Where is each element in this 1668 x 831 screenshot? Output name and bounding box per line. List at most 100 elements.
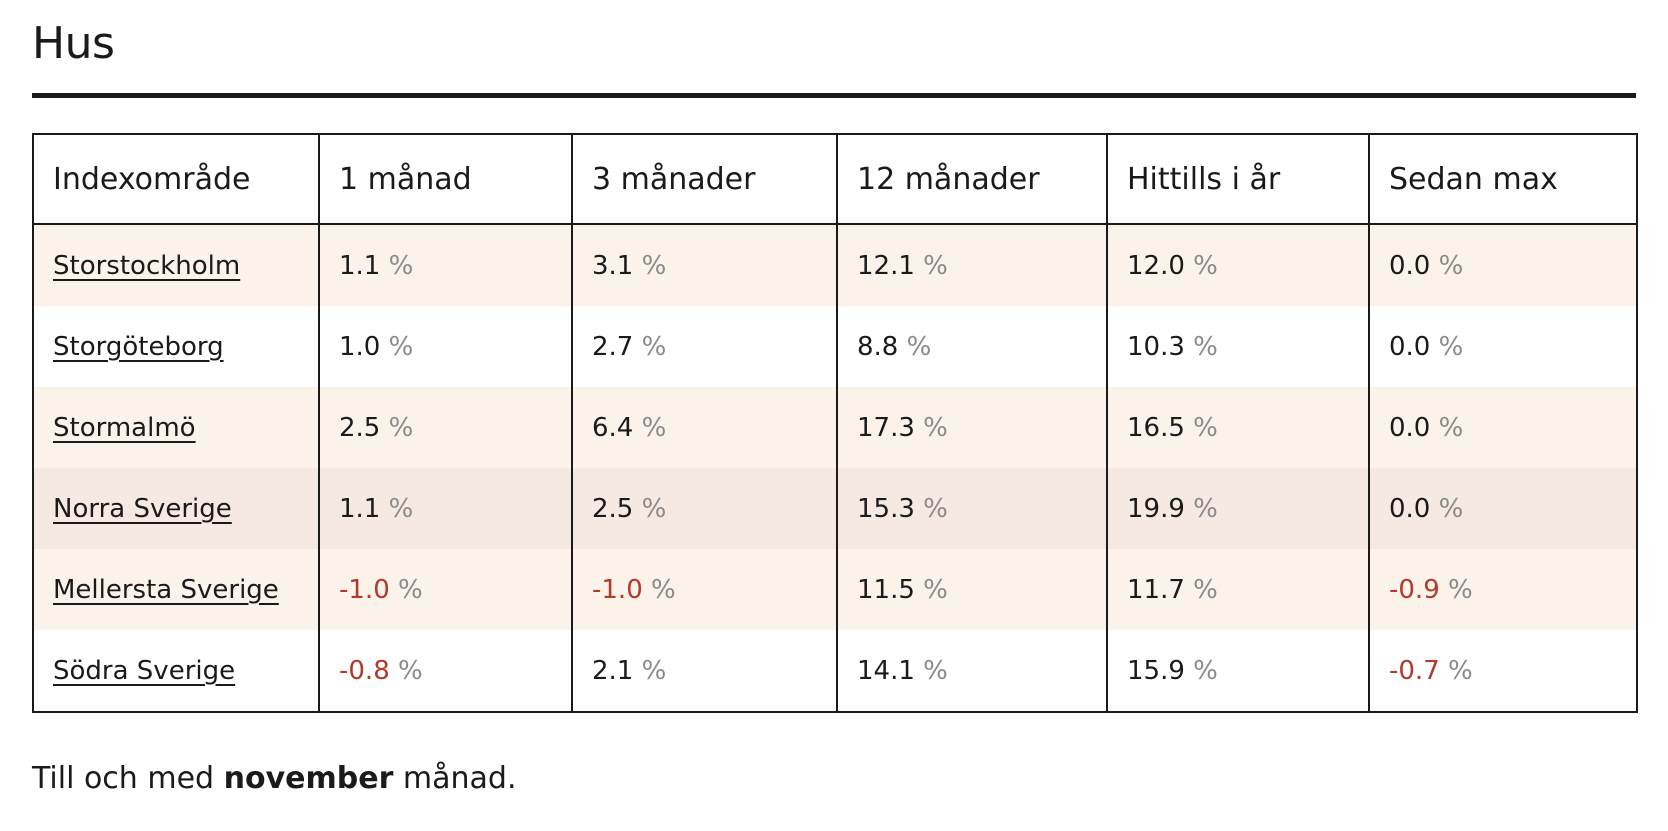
area-link[interactable]: Stormalmö <box>53 412 196 443</box>
footnote-suffix: månad. <box>402 761 517 796</box>
percent-sign: % <box>1193 655 1218 686</box>
column-header-since-max: Sedan max <box>1368 134 1637 225</box>
value-cell: -0.7 % <box>1368 630 1637 712</box>
percent-sign: % <box>923 250 948 281</box>
value: 17.3 <box>857 412 915 443</box>
percent-sign: % <box>641 250 667 281</box>
value-cell: -1.0 % <box>571 549 837 630</box>
percent-sign: % <box>923 412 948 443</box>
percent-sign: % <box>923 574 948 605</box>
table-row: Stormalmö 2.5 % 6.4 % 17.3 % 16.5 % 0.0 … <box>33 387 1637 468</box>
value-cell: 14.1 % <box>836 630 1107 712</box>
value: -0.9 <box>1389 574 1440 605</box>
footnote-month: november <box>223 761 394 796</box>
value: 0.0 <box>1389 412 1431 443</box>
value-cell: -1.0 % <box>318 549 572 630</box>
value: 15.3 <box>857 493 915 524</box>
percent-sign: % <box>641 655 667 686</box>
value: 6.4 <box>592 412 634 443</box>
column-header-3-months: 3 månader <box>571 134 837 225</box>
value: -1.0 <box>592 574 643 605</box>
column-header-12-months: 12 månader <box>836 134 1107 225</box>
value-cell: 2.1 % <box>571 630 837 712</box>
value-cell: 15.9 % <box>1106 630 1369 712</box>
area-link[interactable]: Mellersta Sverige <box>53 574 279 605</box>
value-cell: 19.9 % <box>1106 468 1369 549</box>
area-cell: Storstockholm <box>33 224 319 306</box>
value-cell: 2.7 % <box>571 306 837 387</box>
value-cell: 0.0 % <box>1368 224 1637 306</box>
column-header-ytd: Hittills i år <box>1106 134 1369 225</box>
column-header-1-month: 1 månad <box>318 134 572 225</box>
table-row: Storstockholm 1.1 % 3.1 % 12.1 % 12.0 % … <box>33 224 1637 306</box>
value-cell: 11.7 % <box>1106 549 1369 630</box>
area-cell: Storgöteborg <box>33 306 319 387</box>
value-cell: 12.1 % <box>836 224 1107 306</box>
footnote: Till och med november månad. <box>32 757 517 801</box>
percent-sign: % <box>1193 331 1218 362</box>
value: 10.3 <box>1127 331 1185 362</box>
value: 11.5 <box>857 574 915 605</box>
column-header-area: Indexområde <box>33 134 319 225</box>
area-cell: Norra Sverige <box>33 468 319 549</box>
percent-sign: % <box>1448 655 1473 686</box>
page-title: Hus <box>32 18 115 69</box>
percent-sign: % <box>388 331 414 362</box>
area-cell: Mellersta Sverige <box>33 549 319 630</box>
percent-sign: % <box>1438 412 1464 443</box>
value-cell: 0.0 % <box>1368 468 1637 549</box>
area-link[interactable]: Norra Sverige <box>53 493 232 524</box>
percent-sign: % <box>1193 574 1218 605</box>
value-cell: 17.3 % <box>836 387 1107 468</box>
percent-sign: % <box>1438 331 1464 362</box>
percent-sign: % <box>388 493 414 524</box>
percent-sign: % <box>1193 412 1218 443</box>
value-cell: 10.3 % <box>1106 306 1369 387</box>
percent-sign: % <box>641 412 667 443</box>
value: 3.1 <box>592 250 634 281</box>
percent-sign: % <box>388 250 414 281</box>
value: 0.0 <box>1389 493 1431 524</box>
value: 2.7 <box>592 331 634 362</box>
value-cell: 1.0 % <box>318 306 572 387</box>
value: 12.1 <box>857 250 915 281</box>
value: 2.5 <box>592 493 634 524</box>
percent-sign: % <box>1438 250 1464 281</box>
percent-sign: % <box>398 574 423 605</box>
area-cell: Stormalmö <box>33 387 319 468</box>
area-cell: Södra Sverige <box>33 630 319 712</box>
percent-sign: % <box>906 331 932 362</box>
value: 8.8 <box>857 331 899 362</box>
value-cell: 1.1 % <box>318 468 572 549</box>
value: 0.0 <box>1389 331 1431 362</box>
area-link[interactable]: Södra Sverige <box>53 655 236 686</box>
value: 1.1 <box>339 250 381 281</box>
percent-sign: % <box>641 331 667 362</box>
percent-sign: % <box>398 655 423 686</box>
value-cell: 11.5 % <box>836 549 1107 630</box>
value: 2.1 <box>592 655 634 686</box>
value-cell: 2.5 % <box>571 468 837 549</box>
value-cell: 16.5 % <box>1106 387 1369 468</box>
value: 15.9 <box>1127 655 1185 686</box>
title-divider <box>32 93 1636 98</box>
value-cell: 8.8 % <box>836 306 1107 387</box>
value: 0.0 <box>1389 250 1431 281</box>
percent-sign: % <box>923 655 948 686</box>
area-link[interactable]: Storgöteborg <box>53 331 224 362</box>
percent-sign: % <box>1438 493 1464 524</box>
table-row: Södra Sverige -0.8 % 2.1 % 14.1 % 15.9 %… <box>33 630 1637 712</box>
percent-sign: % <box>1448 574 1473 605</box>
area-link[interactable]: Storstockholm <box>53 250 241 281</box>
percent-sign: % <box>651 574 676 605</box>
value-cell: 6.4 % <box>571 387 837 468</box>
value-cell: 2.5 % <box>318 387 572 468</box>
value: 19.9 <box>1127 493 1185 524</box>
table-row: Mellersta Sverige -1.0 % -1.0 % 11.5 % 1… <box>33 549 1637 630</box>
percent-sign: % <box>923 493 948 524</box>
value: 1.1 <box>339 493 381 524</box>
value: 16.5 <box>1127 412 1185 443</box>
value-cell: 15.3 % <box>836 468 1107 549</box>
value-cell: 0.0 % <box>1368 387 1637 468</box>
value-cell: 3.1 % <box>571 224 837 306</box>
